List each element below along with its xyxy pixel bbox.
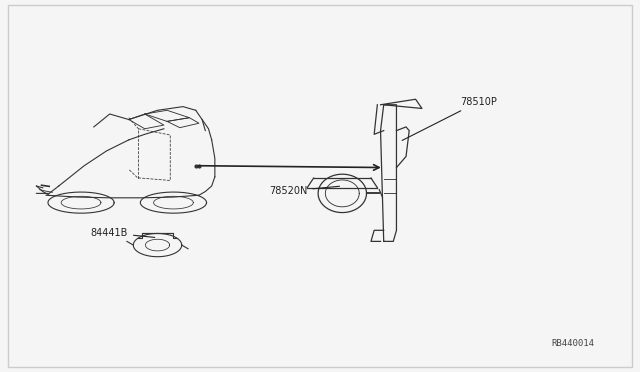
Text: 78520N: 78520N [269,186,340,196]
Text: 84441B: 84441B [91,228,155,238]
Text: 78510P: 78510P [402,97,497,141]
Text: RB440014: RB440014 [551,340,594,349]
